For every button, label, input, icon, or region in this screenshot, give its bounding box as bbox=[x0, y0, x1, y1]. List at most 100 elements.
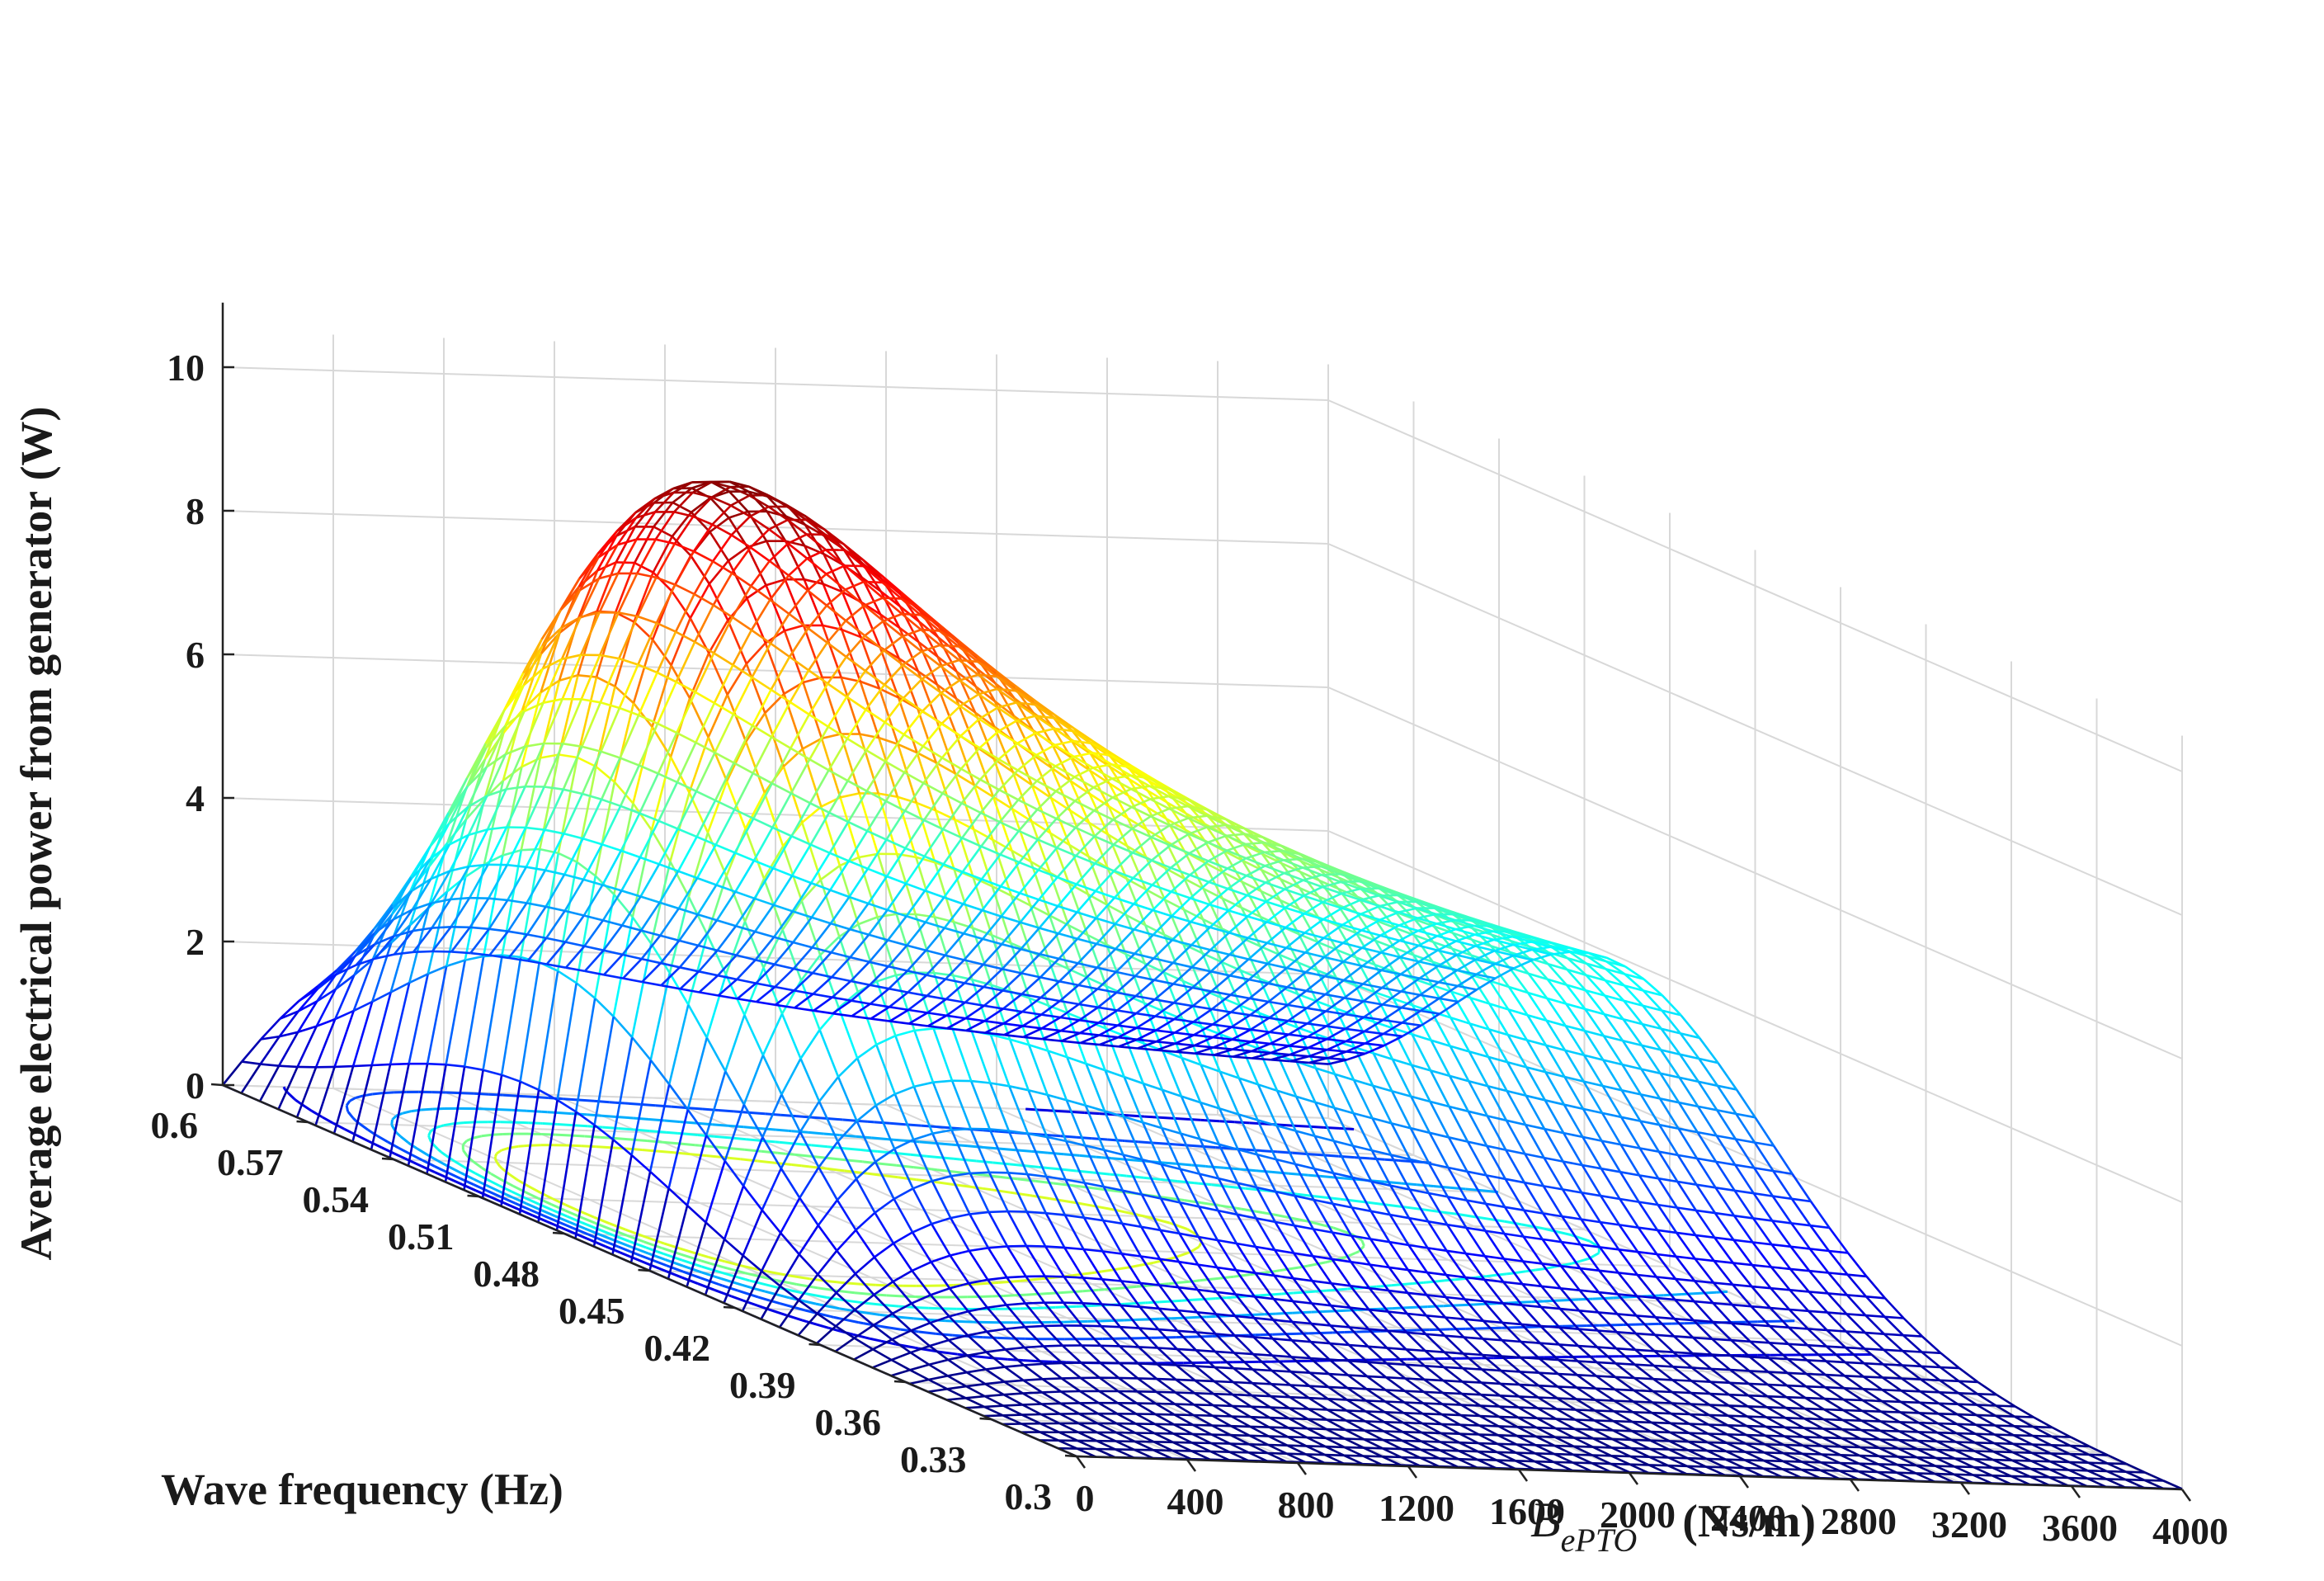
contour-segment bbox=[1504, 1221, 1521, 1225]
mesh-line bbox=[1751, 1324, 1770, 1326]
contour-segment bbox=[813, 1287, 818, 1288]
mesh-line bbox=[1114, 828, 1133, 844]
mesh-line bbox=[1061, 1404, 1080, 1414]
mesh-line bbox=[1348, 1376, 1367, 1390]
mesh-line bbox=[1286, 948, 1305, 953]
contour-segment bbox=[1127, 1176, 1143, 1177]
mesh-line bbox=[1354, 1113, 1373, 1150]
mesh-line bbox=[1787, 1385, 1806, 1398]
mesh-line bbox=[1635, 1350, 1654, 1366]
mesh-line bbox=[1710, 1382, 1729, 1383]
mesh-line bbox=[1545, 1100, 1564, 1133]
mesh-line bbox=[1597, 1347, 1616, 1349]
mesh-line bbox=[1171, 846, 1190, 854]
mesh-line bbox=[1159, 1286, 1178, 1311]
contour-segment bbox=[977, 1283, 988, 1284]
contour-segment bbox=[1115, 1288, 1126, 1289]
contour-segment bbox=[1084, 1113, 1099, 1114]
mesh-line bbox=[1154, 963, 1173, 980]
contour-segment bbox=[518, 1146, 524, 1147]
contour-segment bbox=[496, 1154, 497, 1157]
contour-segment bbox=[429, 1137, 431, 1142]
mesh-line bbox=[1040, 1423, 1059, 1432]
mesh-line bbox=[1712, 1355, 1731, 1356]
mesh-line bbox=[892, 1352, 911, 1360]
mesh-line bbox=[1271, 1060, 1290, 1061]
mesh-line bbox=[1060, 1001, 1079, 1004]
mesh-line bbox=[1004, 1394, 1023, 1395]
mesh-line bbox=[951, 1173, 970, 1176]
mesh-line bbox=[1828, 1273, 1847, 1295]
mesh-line bbox=[1252, 1059, 1271, 1060]
contour-segment bbox=[346, 1101, 350, 1105]
mesh-line bbox=[1790, 1269, 1809, 1292]
contour-segment bbox=[438, 1149, 441, 1153]
mesh-line bbox=[1789, 1310, 1808, 1311]
contour-segment bbox=[463, 1144, 464, 1145]
mesh-line bbox=[1287, 952, 1306, 968]
mesh-line bbox=[1292, 1340, 1311, 1358]
mesh-line bbox=[1078, 985, 1097, 989]
mesh-line bbox=[1329, 1374, 1348, 1375]
mesh-line bbox=[1714, 1303, 1732, 1324]
mesh-line bbox=[1506, 1179, 1525, 1211]
contour-segment bbox=[1311, 1312, 1322, 1313]
mesh-line bbox=[1882, 1390, 1901, 1402]
contour-segment bbox=[910, 1154, 926, 1156]
contour-segment bbox=[615, 1139, 631, 1140]
contour-segment bbox=[802, 1320, 806, 1322]
mesh-line bbox=[1176, 1052, 1195, 1054]
contour-segment bbox=[647, 1141, 662, 1143]
mesh-line bbox=[933, 1081, 952, 1083]
mesh-line bbox=[948, 1360, 967, 1372]
contour-segment bbox=[502, 1148, 509, 1150]
mesh-line bbox=[1539, 1359, 1558, 1361]
mesh-line bbox=[1521, 1342, 1540, 1343]
mesh-line bbox=[952, 1130, 971, 1173]
mesh-line bbox=[1788, 1359, 1807, 1374]
mesh-line bbox=[1308, 1039, 1327, 1048]
contour-segment bbox=[1580, 1259, 1587, 1262]
contour-segment bbox=[346, 1106, 347, 1111]
mesh-line bbox=[1978, 1394, 1996, 1395]
mesh-line bbox=[1563, 1162, 1582, 1193]
contour-segment bbox=[393, 1116, 396, 1119]
mesh-line bbox=[1059, 1423, 1078, 1432]
mesh-line bbox=[1120, 1305, 1139, 1329]
contour-segment bbox=[960, 1159, 977, 1161]
contour-segment bbox=[474, 1136, 482, 1138]
mesh-line bbox=[1196, 1333, 1215, 1334]
mesh-line bbox=[1596, 1376, 1615, 1390]
contour-segment bbox=[500, 1150, 502, 1151]
mesh-line bbox=[1095, 863, 1114, 871]
mesh-line bbox=[1483, 1338, 1501, 1356]
contour-segment bbox=[372, 1093, 383, 1094]
mesh-line bbox=[1022, 1414, 1041, 1415]
mesh-line bbox=[1921, 1352, 1940, 1353]
contour-segment bbox=[1125, 1141, 1138, 1142]
mesh-line bbox=[1806, 1386, 1825, 1387]
mesh-line bbox=[1274, 1299, 1293, 1322]
mesh-line bbox=[1520, 1371, 1539, 1372]
contour-segment bbox=[482, 1135, 492, 1136]
contour-segment bbox=[1201, 1203, 1221, 1206]
mesh-line bbox=[1004, 1395, 1023, 1404]
mesh-line bbox=[969, 1212, 988, 1215]
mesh-line bbox=[1730, 1383, 1749, 1384]
mesh-line bbox=[1345, 1014, 1364, 1017]
contour-segment bbox=[408, 1143, 411, 1144]
contour-segment bbox=[1023, 1361, 1038, 1362]
mesh-line bbox=[1179, 1262, 1198, 1290]
mesh-line bbox=[1810, 1248, 1829, 1272]
mesh-line bbox=[1675, 1319, 1694, 1320]
mesh-line bbox=[988, 1248, 1007, 1277]
contour-segment bbox=[701, 1267, 711, 1270]
mesh-line bbox=[1118, 1037, 1137, 1040]
mesh-line bbox=[1808, 1345, 1827, 1361]
mesh-line bbox=[1174, 1019, 1193, 1022]
contour-segment bbox=[596, 1147, 610, 1148]
mesh-line bbox=[892, 1360, 911, 1370]
mesh-line bbox=[984, 1406, 1003, 1407]
mesh-line bbox=[1194, 1404, 1213, 1405]
mesh-line bbox=[1134, 954, 1153, 959]
